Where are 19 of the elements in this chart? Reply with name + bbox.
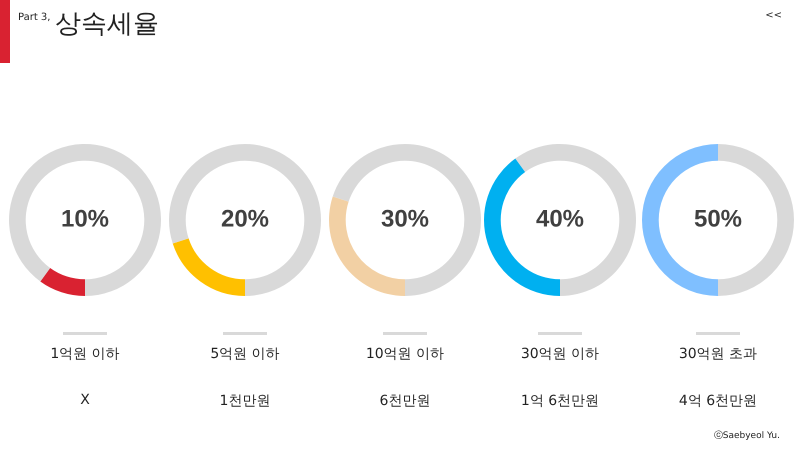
text: 5억원 이하 bbox=[209, 345, 281, 363]
text: 1억원 이하 bbox=[49, 345, 121, 363]
text: X bbox=[79, 392, 91, 408]
text: 50% bbox=[694, 206, 742, 233]
text: 30% bbox=[380, 206, 430, 233]
text: << bbox=[765, 10, 782, 21]
text: 10% bbox=[60, 206, 110, 233]
chart-title: 상속세율 bbox=[55, 8, 159, 41]
text: 10억원 이하 bbox=[364, 345, 446, 363]
text: 1천만원 bbox=[218, 392, 272, 410]
text: 40% bbox=[536, 206, 584, 233]
text: 20% bbox=[220, 206, 270, 233]
text: ⓒSaebyeol Yu. bbox=[714, 430, 780, 442]
text: 30억원 초과 bbox=[678, 345, 758, 363]
text: 30억원 이하 bbox=[520, 345, 600, 363]
chart-subtitle: Part 3, bbox=[18, 12, 50, 23]
text: 4억 6천만원 bbox=[678, 392, 758, 410]
text: 1억 6천만원 bbox=[520, 392, 600, 410]
text: 6천만원 bbox=[378, 392, 432, 410]
